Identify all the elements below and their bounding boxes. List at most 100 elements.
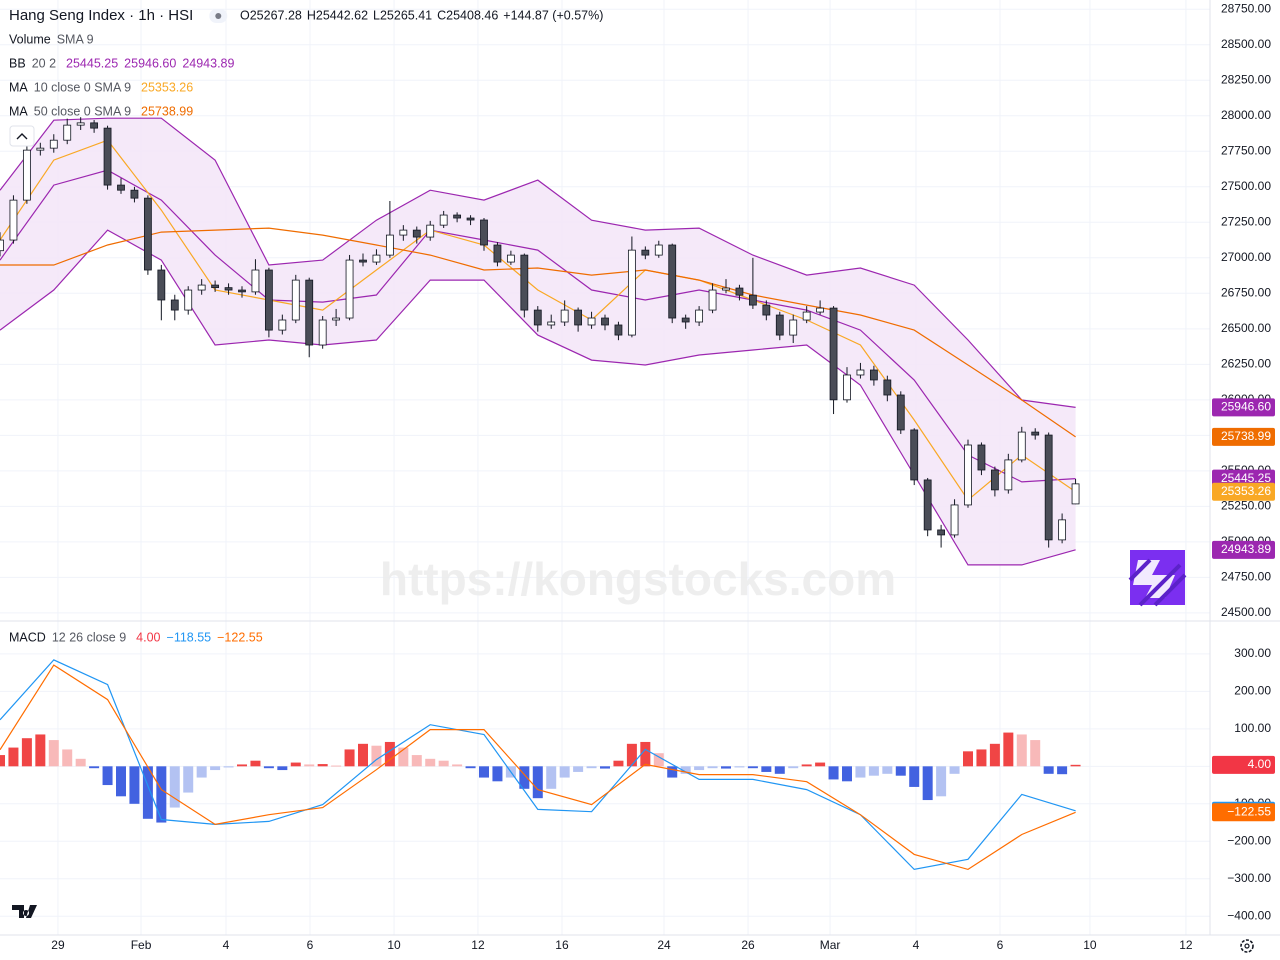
x-tick-label: 10 [387,938,401,952]
y-tick-label: 25250.00 [1221,499,1271,513]
macd-histogram-bar [263,766,274,769]
macd-histogram-bar [21,738,32,767]
candle-body [480,219,488,246]
x-tick-label: Mar [820,938,841,952]
legend-text: MA [9,80,28,94]
candle-body [36,147,45,151]
candle-body [708,289,717,311]
candle-body [601,317,609,326]
legend-text: O25267.28 [240,8,302,22]
candle-body [977,444,986,471]
macd-histogram-bar [331,765,342,767]
candle-body [466,217,475,221]
price-label: 4.00 [1248,757,1272,771]
candle-body [9,199,18,241]
tv-logo[interactable] [12,905,37,918]
macd-histogram-bar [1030,740,1041,767]
macd-histogram-bar [89,766,100,769]
legend-text: 20 2 [32,56,56,70]
legend-text: 25946.60 [124,56,176,70]
macd-histogram-bar [317,764,328,767]
candle-body [278,319,287,331]
y-tick-label: 200.00 [1234,684,1271,698]
indicator-line [0,139,1076,501]
macd-histogram-bar [519,766,530,789]
macd-histogram-bar [169,766,180,808]
macd-histogram-bar [694,766,705,771]
macd-histogram-bar [922,766,933,801]
legend-text: C25408.46 [437,8,498,22]
macd-histogram-bar [277,766,288,771]
candle-body [453,214,462,219]
candle-body [238,289,246,293]
candle-body [22,149,31,201]
macd-histogram-bar [842,766,852,782]
candle-body [627,249,636,336]
candle-body [197,284,206,291]
macd-histogram-bar [774,766,785,774]
macd-histogram-bar [600,766,610,769]
macd-histogram-bar [801,764,812,767]
candle-body [372,254,381,263]
candle-body [399,229,408,236]
y-tick-label: 28750.00 [1221,1,1271,15]
candle-body [964,444,972,506]
legend-text: Hang Seng Index · 1h · HSI [9,7,193,24]
watermark: https://kongstocks.com [380,553,896,605]
y-tick-label: 27000.00 [1221,250,1271,264]
macd-histogram-bar [1043,766,1054,774]
y-tick-label: 300.00 [1234,646,1271,660]
macd-histogram-bar [290,762,301,767]
candle-body [251,269,260,293]
macd-histogram-bar [465,766,476,769]
candle-body [937,529,946,536]
candle-body [143,197,152,271]
legend-text: 12 26 close 9 [52,630,126,644]
macd-histogram-bar [868,766,879,776]
candle-body [157,269,166,301]
macd-line [0,664,1076,871]
candle-body [762,304,771,316]
candle-body [211,284,220,289]
macd-histogram-bar [304,764,315,767]
macd-histogram-bar [223,766,234,768]
macd-histogram-bar [949,766,960,774]
macd-histogram-bar [384,741,395,767]
candle-body [520,254,529,311]
candle-body [802,311,811,321]
legend-text: H25442.62 [307,8,368,22]
candle-body [506,254,515,263]
y-tick-label: 100.00 [1234,721,1271,735]
candle-body [49,139,58,149]
y-tick-label: 27500.00 [1221,179,1271,193]
macd-histogram-bar [371,745,382,767]
macd-histogram-bar [196,766,207,778]
y-tick-label: 27250.00 [1221,214,1271,228]
y-tick-label: −400.00 [1227,908,1271,922]
logo-stripes [1128,558,1187,607]
price-label: 25445.25 [1221,471,1271,485]
macd-histogram-bar [936,766,947,797]
price-label-box [1212,398,1275,417]
settings-gear[interactable] [1240,939,1254,953]
y-tick-label: −200.00 [1227,833,1271,847]
y-tick-label: −300.00 [1227,871,1271,885]
legend-text: MA [9,104,28,118]
candle-body [587,317,596,326]
price-label: 24943.89 [1221,542,1271,556]
legend-text: MACD [9,630,46,644]
macd-histogram-bar [35,734,46,767]
collapse-legend-button[interactable] [9,125,35,147]
price-label: 25946.60 [1221,400,1271,414]
candle-body [318,319,327,346]
candle-body [103,127,112,186]
candle-body [883,379,892,396]
macd-histogram-bar [613,760,624,767]
candle-body [264,269,273,331]
candle-body [63,124,72,141]
x-tick-label: 4 [223,938,230,952]
macd-histogram-bar [1003,732,1014,767]
candle-body [1031,431,1040,436]
x-tick-label: 4 [913,938,920,952]
candle-body [547,321,556,326]
